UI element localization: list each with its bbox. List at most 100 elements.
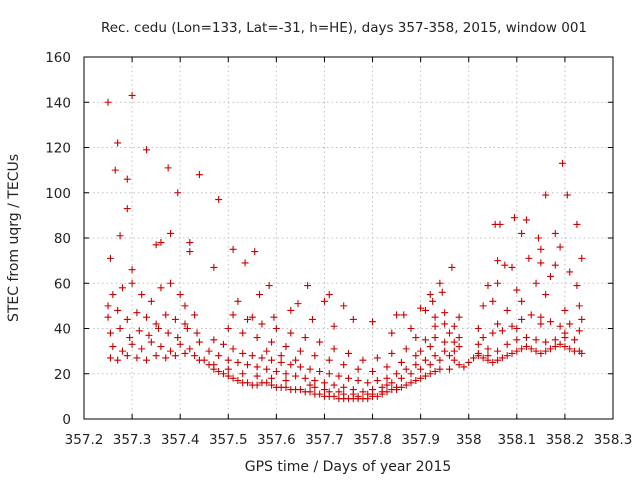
data-point	[546, 272, 554, 280]
data-point	[210, 336, 218, 344]
data-point	[311, 383, 319, 391]
y-tick-label: 60	[54, 276, 71, 292]
y-axis-label: STEC from uqrg / TECUs	[6, 154, 22, 322]
data-point	[450, 322, 458, 330]
data-point	[431, 367, 439, 375]
data-point	[494, 279, 502, 287]
data-point	[571, 336, 579, 344]
data-point	[152, 352, 160, 360]
data-point	[116, 232, 124, 240]
data-point	[532, 279, 540, 287]
data-point	[578, 254, 586, 262]
data-point	[527, 345, 535, 353]
data-point	[191, 352, 199, 360]
data-point	[431, 313, 439, 321]
data-point	[162, 311, 170, 319]
data-point	[205, 347, 213, 355]
data-point	[294, 300, 302, 308]
data-point	[537, 349, 545, 357]
data-point	[282, 377, 290, 385]
data-point	[263, 347, 271, 355]
data-point	[210, 263, 218, 271]
data-point	[450, 356, 458, 364]
data-point	[501, 261, 509, 269]
data-point	[258, 320, 266, 328]
data-point	[106, 329, 114, 337]
data-point	[573, 220, 581, 228]
data-point	[157, 343, 165, 351]
grid-lines	[84, 57, 613, 419]
data-point	[525, 254, 533, 262]
data-point	[421, 372, 429, 380]
data-point	[143, 356, 151, 364]
data-point	[186, 248, 194, 256]
data-point	[474, 340, 482, 348]
data-point	[518, 297, 526, 305]
data-point	[224, 372, 232, 380]
data-point	[551, 343, 559, 351]
data-point	[244, 379, 252, 387]
data-point	[174, 334, 182, 342]
y-tick-label: 80	[54, 231, 71, 247]
data-point	[518, 229, 526, 237]
data-point	[566, 320, 574, 328]
data-point	[426, 291, 434, 299]
data-point	[114, 356, 122, 364]
data-point	[193, 329, 201, 337]
data-point	[287, 361, 295, 369]
data-point	[277, 358, 285, 366]
data-point	[229, 245, 237, 253]
data-point	[388, 349, 396, 357]
x-axis-label: GPS time / Days of year 2015	[245, 459, 452, 475]
data-point	[412, 334, 420, 342]
data-point	[556, 340, 564, 348]
data-point	[546, 345, 554, 353]
data-point	[164, 164, 172, 172]
data-point	[224, 356, 232, 364]
data-point	[498, 354, 506, 362]
data-point	[354, 377, 362, 385]
data-point	[426, 361, 434, 369]
data-point	[364, 379, 372, 387]
data-point	[369, 390, 377, 398]
data-point	[438, 288, 446, 296]
data-point	[436, 279, 444, 287]
data-point	[138, 291, 146, 299]
data-point	[417, 365, 425, 373]
data-point	[167, 229, 175, 237]
data-point	[527, 311, 535, 319]
data-point	[542, 291, 550, 299]
data-point	[455, 343, 463, 351]
data-point	[174, 189, 182, 197]
data-point	[234, 358, 242, 366]
data-point	[253, 381, 261, 389]
data-point	[340, 361, 348, 369]
data-point	[258, 354, 266, 362]
data-point	[340, 390, 348, 398]
data-point	[248, 352, 256, 360]
data-point	[383, 363, 391, 371]
data-point	[195, 338, 203, 346]
data-point	[537, 320, 545, 328]
data-point	[296, 386, 304, 394]
data-point	[397, 374, 405, 382]
data-point	[513, 347, 521, 355]
data-point	[393, 370, 401, 378]
data-point	[104, 313, 112, 321]
data-point	[195, 171, 203, 179]
data-point	[412, 377, 420, 385]
data-point	[330, 345, 338, 353]
data-point	[455, 334, 463, 342]
data-point	[296, 347, 304, 355]
data-point	[445, 329, 453, 337]
data-point	[448, 263, 456, 271]
data-point	[429, 297, 437, 305]
data-point	[359, 388, 367, 396]
data-point	[114, 306, 122, 314]
data-point	[133, 309, 141, 317]
data-point	[104, 98, 112, 106]
data-point	[126, 334, 134, 342]
data-point	[123, 175, 131, 183]
data-point	[340, 383, 348, 391]
data-point	[215, 367, 223, 375]
